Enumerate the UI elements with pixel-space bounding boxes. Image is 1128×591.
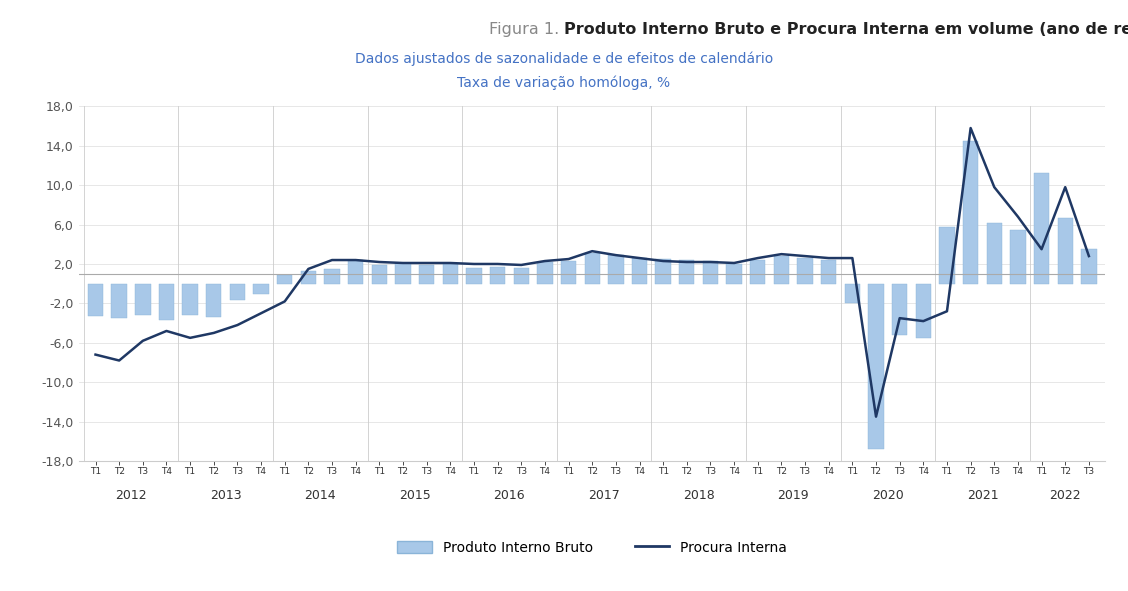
Bar [750,260,766,284]
Bar [1034,173,1049,284]
Bar [963,141,978,284]
Bar [442,264,458,284]
Bar [490,267,505,284]
Bar [845,284,860,303]
Bar [183,284,197,315]
Bar [230,284,245,300]
Bar [112,284,126,318]
Text: Figura 1.: Figura 1. [488,22,564,37]
Bar [679,260,695,284]
Bar [987,223,1002,284]
Bar [466,268,482,284]
Bar [254,284,268,294]
Bar [88,284,103,316]
Bar [821,260,836,284]
Legend: Produto Interno Bruto, Procura Interna: Produto Interno Bruto, Procura Interna [391,535,793,560]
Bar [537,262,553,284]
Bar [632,258,647,284]
Bar [774,256,790,284]
Bar [726,264,742,284]
Bar [869,284,883,449]
Bar [655,259,671,284]
Bar [349,260,363,284]
Bar [1082,249,1096,284]
Text: Produto Interno Bruto e Procura Interna em volume (ano de referência=2016): Produto Interno Bruto e Procura Interna … [564,22,1128,37]
Bar [1058,217,1073,284]
Bar [277,275,292,284]
Bar [561,261,576,284]
Bar [301,271,316,284]
Text: Taxa de variação homóloga, %: Taxa de variação homóloga, % [458,75,670,90]
Bar [395,263,411,284]
Bar [159,284,174,320]
Bar [135,284,150,315]
Text: Dados ajustados de sazonalidade e de efeitos de calendário: Dados ajustados de sazonalidade e de efe… [355,51,773,66]
Bar [703,261,719,284]
Bar [608,255,624,284]
Bar [371,265,387,284]
Bar [892,284,907,335]
Bar [1011,229,1025,284]
Bar [916,284,931,338]
Bar [584,253,600,284]
Bar [797,258,813,284]
Bar [513,268,529,284]
Bar [325,269,340,284]
Bar [206,284,221,317]
Bar [940,226,954,284]
Bar [418,265,434,284]
